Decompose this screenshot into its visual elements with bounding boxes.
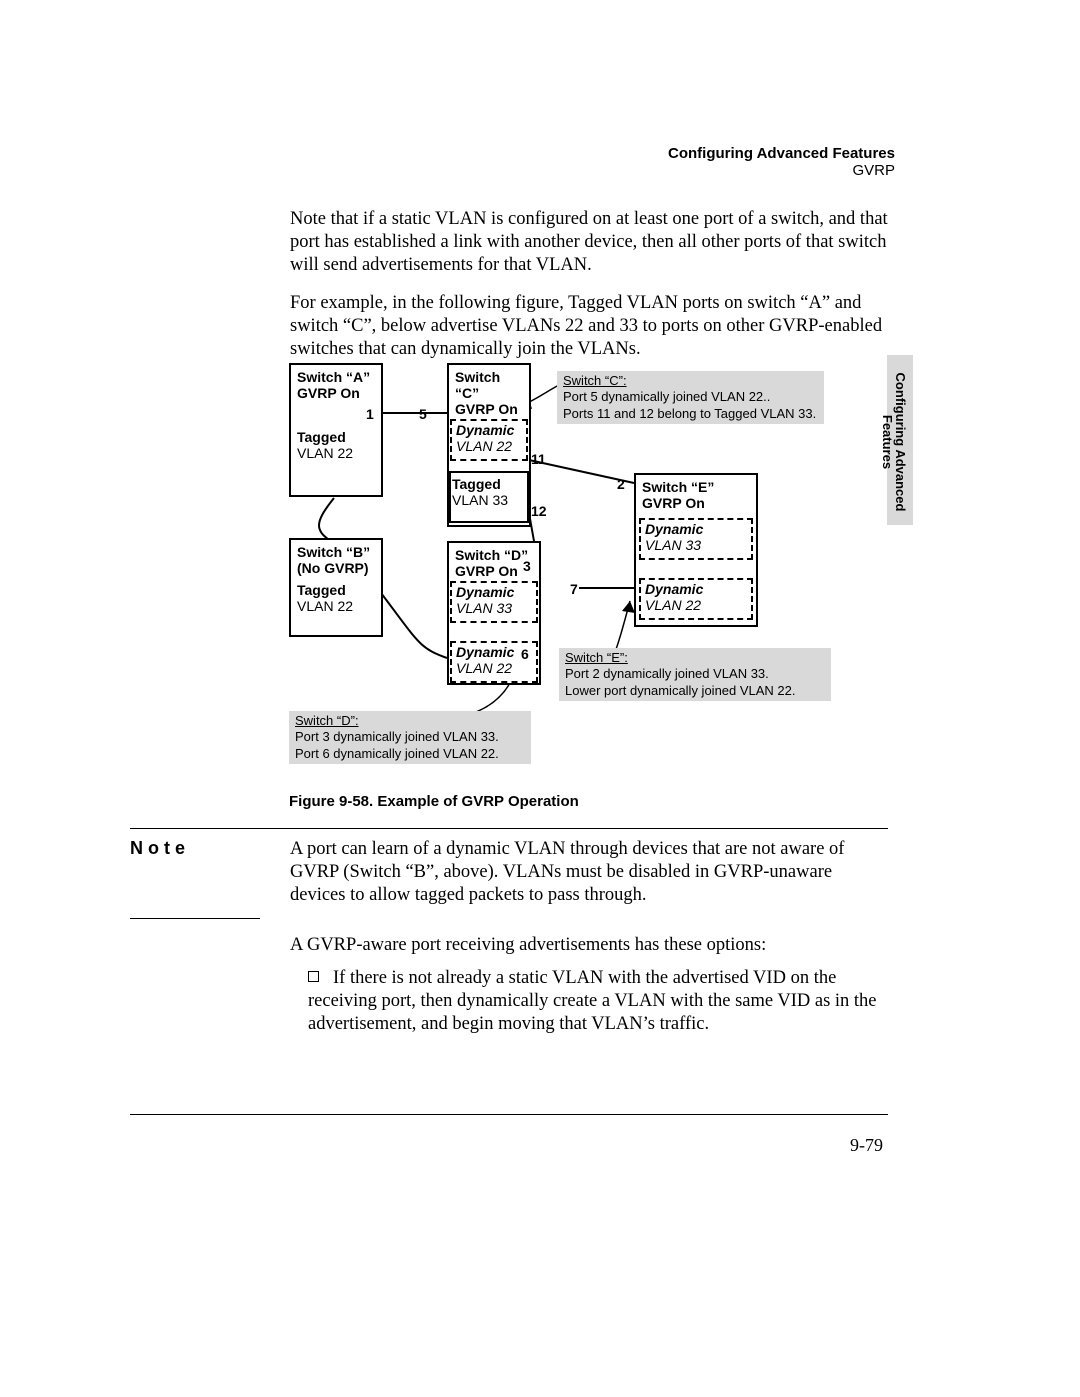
switch-e-dyn22-box: Dynamic VLAN 22 xyxy=(639,578,753,620)
port-d-3: 3 xyxy=(523,558,531,574)
switch-e-dyn33v: VLAN 33 xyxy=(645,537,747,553)
side-tab: Configuring Advanced Features xyxy=(887,355,913,525)
note-d-l1: Port 3 dynamically joined VLAN 33. xyxy=(295,729,499,744)
gvrp-diagram: Switch “A” GVRP On Tagged VLAN 22 1 Swit… xyxy=(289,363,839,773)
port-c-12: 12 xyxy=(531,503,547,519)
switch-d-title: Switch “D” xyxy=(455,547,533,563)
note-e-l1: Port 2 dynamically joined VLAN 33. xyxy=(565,666,769,681)
port-d-7: 7 xyxy=(570,581,578,597)
note-rule-bottom xyxy=(130,918,260,919)
switch-b-gvrp: (No GVRP) xyxy=(297,560,375,576)
note-switch-d: Switch “D”: Port 3 dynamically joined VL… xyxy=(289,711,531,764)
bullet-square-icon xyxy=(308,971,319,982)
switch-e-dyn22: Dynamic xyxy=(645,581,747,597)
port-c-5: 5 xyxy=(419,406,427,422)
switch-b-tagged: Tagged xyxy=(297,582,375,598)
header-subtitle: GVRP xyxy=(668,162,895,179)
paragraph-options: A GVRP-aware port receiving advertisemen… xyxy=(290,934,890,957)
page-header: Configuring Advanced Features GVRP xyxy=(668,145,895,179)
page-number: 9-79 xyxy=(850,1135,883,1156)
switch-d-dyn33v: VLAN 33 xyxy=(456,600,532,616)
switch-a-gvrp: GVRP On xyxy=(297,385,375,401)
port-d-6: 6 xyxy=(521,646,529,662)
switch-a-vlan: VLAN 22 xyxy=(297,445,375,461)
note-c-l1: Port 5 dynamically joined VLAN 22.. xyxy=(563,389,770,404)
switch-c-gvrp: GVRP On xyxy=(455,401,523,417)
bullet-1-text: If there is not already a static VLAN wi… xyxy=(308,968,877,1034)
page: Configuring Advanced Features GVRP Note … xyxy=(0,0,1080,1397)
switch-d-dyn33: Dynamic xyxy=(456,584,532,600)
figure-caption: Figure 9-58. Example of GVRP Operation xyxy=(289,793,579,810)
note-rule-top xyxy=(130,828,888,829)
switch-e-dyn22v: VLAN 22 xyxy=(645,597,747,613)
switch-d-gvrp: GVRP On xyxy=(455,563,533,579)
footer-rule xyxy=(130,1114,888,1115)
switch-e-gvrp: GVRP On xyxy=(642,495,750,511)
switch-a-box: Switch “A” GVRP On Tagged VLAN 22 xyxy=(289,363,383,497)
note-d-l2: Port 6 dynamically joined VLAN 22. xyxy=(295,746,499,761)
switch-b-vlan: VLAN 22 xyxy=(297,598,375,614)
note-e-title: Switch “E”: xyxy=(565,650,628,665)
switch-a-tagged: Tagged xyxy=(297,429,375,445)
side-tab-line1: Configuring Advanced xyxy=(893,373,908,512)
bullet-1: If there is not already a static VLAN wi… xyxy=(308,967,890,1036)
switch-a-title: Switch “A” xyxy=(297,369,375,385)
port-e-2: 2 xyxy=(617,476,625,492)
switch-c-title: Switch “C” xyxy=(455,369,523,401)
switch-d-dyn22v: VLAN 22 xyxy=(456,660,532,676)
switch-b-title: Switch “B” xyxy=(297,544,375,560)
note-c-title: Switch “C”: xyxy=(563,373,627,388)
note-switch-e: Switch “E”: Port 2 dynamically joined VL… xyxy=(559,648,831,701)
note-switch-c: Switch “C”: Port 5 dynamically joined VL… xyxy=(557,371,824,424)
port-c-11: 11 xyxy=(531,451,546,467)
switch-e-dyn33-box: Dynamic VLAN 33 xyxy=(639,518,753,560)
side-tab-text: Configuring Advanced Features xyxy=(881,357,907,527)
side-tab-line2: Features xyxy=(880,415,895,469)
switch-c-tagged-box xyxy=(449,471,529,523)
switch-e-title: Switch “E” xyxy=(642,479,750,495)
switch-c-dyn-box: Dynamic VLAN 22 xyxy=(450,419,528,461)
note-d-title: Switch “D”: xyxy=(295,713,359,728)
note-c-l2: Ports 11 and 12 belong to Tagged VLAN 33… xyxy=(563,406,816,421)
switch-e-dyn33: Dynamic xyxy=(645,521,747,537)
switch-c-dynvlan: VLAN 22 xyxy=(456,438,522,454)
paragraph-intro-2: For example, in the following figure, Ta… xyxy=(290,292,890,361)
port-a-1: 1 xyxy=(366,406,374,422)
paragraph-intro-1: Note that if a static VLAN is configured… xyxy=(290,208,890,277)
switch-c-dyn: Dynamic xyxy=(456,422,522,438)
note-e-l2: Lower port dynamically joined VLAN 22. xyxy=(565,683,796,698)
switch-b-box: Switch “B” (No GVRP) Tagged VLAN 22 xyxy=(289,538,383,637)
header-title: Configuring Advanced Features xyxy=(668,145,895,162)
switch-d-dyn33-box: Dynamic VLAN 33 xyxy=(450,581,538,623)
note-label: Note xyxy=(130,838,190,859)
note-text: A port can learn of a dynamic VLAN throu… xyxy=(290,838,890,907)
